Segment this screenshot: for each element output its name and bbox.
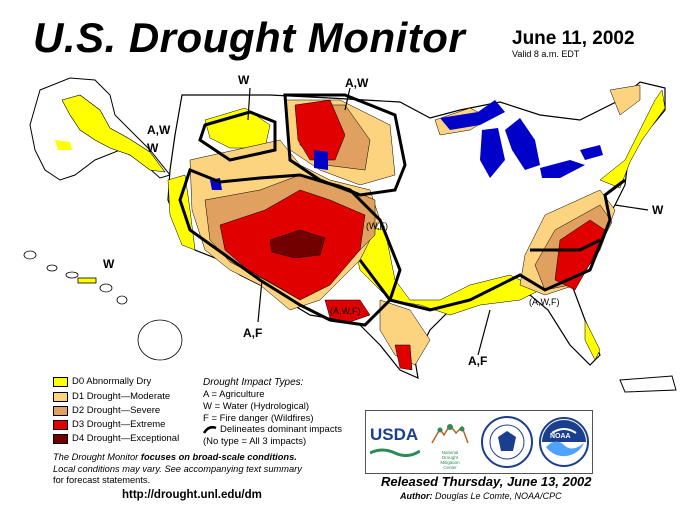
legend-item-d2: D2 Drought—Severe [53, 404, 160, 417]
label-wf-colorado: (W,F) [366, 221, 388, 231]
drought-url-link[interactable]: http://drought.unl.edu/dm [122, 489, 262, 501]
map-date: June 11, 2002 [512, 28, 635, 49]
legend-swatch-d2 [53, 405, 68, 416]
label-w-hawaii: W [103, 257, 115, 271]
legend-item-d1: D1 Drought—Moderate [53, 390, 170, 403]
puerto-rico [619, 375, 677, 393]
great-lakes [210, 100, 603, 190]
legend-label: D0 Abnormally Dry [72, 376, 152, 387]
impact-water: W = Water (Hydrological) [203, 401, 310, 412]
footnote-line1-emph: focuses on broad-scale conditions. [140, 452, 297, 462]
noaa-logo-text: NOAA [550, 433, 571, 440]
release-date: Released Thursday, June 13, 2002 [381, 474, 592, 489]
ndmc-text: National Drought Mitigation Center [430, 450, 470, 470]
ndmc-tree-icon [431, 423, 469, 444]
footnote: The Drought Monitor focuses on broad-sca… [53, 452, 353, 487]
noaa-logo-icon [539, 417, 589, 467]
footnote-line1-prefix: The Drought Monitor [53, 452, 141, 462]
label-w-northwest: W [238, 73, 250, 87]
ndmc-line3: Mitigation [440, 460, 460, 465]
impact-no-type: (No type = All 3 impacts) [203, 436, 307, 447]
legend-swatch-d0 [53, 376, 68, 387]
delineation-line-icon [203, 425, 217, 434]
hawaii-islands [23, 250, 183, 361]
ndmc-line4: Center [443, 465, 457, 470]
alaska-d0 [61, 94, 166, 173]
impact-delineates: Delineates dominant impacts [220, 424, 342, 435]
usda-logo-swoosh [370, 448, 420, 458]
map-title: U.S. Drought Monitor [33, 14, 466, 61]
legend-swatch-d1 [53, 391, 68, 402]
legend-swatch-d4 [53, 433, 68, 444]
legend-label: D2 Drought—Severe [72, 405, 161, 416]
ndmc-line2: Drought [441, 455, 458, 460]
label-aw-top: A,W [345, 76, 369, 90]
ndmc-logo: National Drought Mitigation Center [430, 421, 470, 470]
ndmc-line1: National [441, 450, 459, 455]
pointer-lines [247, 87, 649, 356]
commerce-seal-icon [481, 416, 533, 468]
valid-time: Valid 8 a.m. EDT [512, 49, 580, 59]
logos-panel: USDA National Drought Mitigation Center … [365, 410, 593, 474]
impact-fire: F = Fire danger (Wildfires) [203, 413, 314, 424]
label-w-alaska: W [147, 141, 159, 155]
footnote-line2: Local conditions may vary. See accompany… [53, 463, 302, 474]
label-af-west: A,F [243, 326, 263, 340]
legend-label: D4 Drought—Exceptional [72, 433, 180, 444]
label-awf-texas: (A,W,F) [330, 306, 361, 316]
author-line: Author: Douglas Le Comte, NOAA/CPC [400, 491, 562, 501]
impact-delineations [178, 93, 626, 327]
legend-item-d3: D3 Drought—Extreme [53, 418, 165, 431]
impact-agriculture: A = Agriculture [203, 389, 265, 400]
label-aw-alaska: A,W [147, 123, 171, 137]
impact-types-heading: Drought Impact Types: [203, 377, 304, 388]
author-label: Author: [400, 491, 433, 501]
alaska-southwest-d0 [55, 140, 72, 150]
usda-logo: USDA [370, 425, 419, 444]
legend-item-d4: D4 Drought—Exceptional [53, 432, 179, 445]
label-w-east: W [652, 203, 664, 217]
label-af-texas: A,F [468, 354, 488, 368]
legend-swatch-d3 [53, 419, 68, 430]
legend-label: D1 Drought—Moderate [72, 391, 171, 402]
impact-delineates-row: Delineates dominant impacts [203, 424, 342, 435]
label-awf-southeast: (A,W,F) [529, 297, 560, 307]
d4-area [269, 229, 326, 259]
legend-label: D3 Drought—Extreme [72, 419, 166, 430]
legend-item-d0: D0 Abnormally Dry [53, 375, 151, 388]
author-name: Douglas Le Comte, NOAA/CPC [435, 491, 562, 501]
footnote-line3: for forecast statements. [53, 475, 151, 485]
